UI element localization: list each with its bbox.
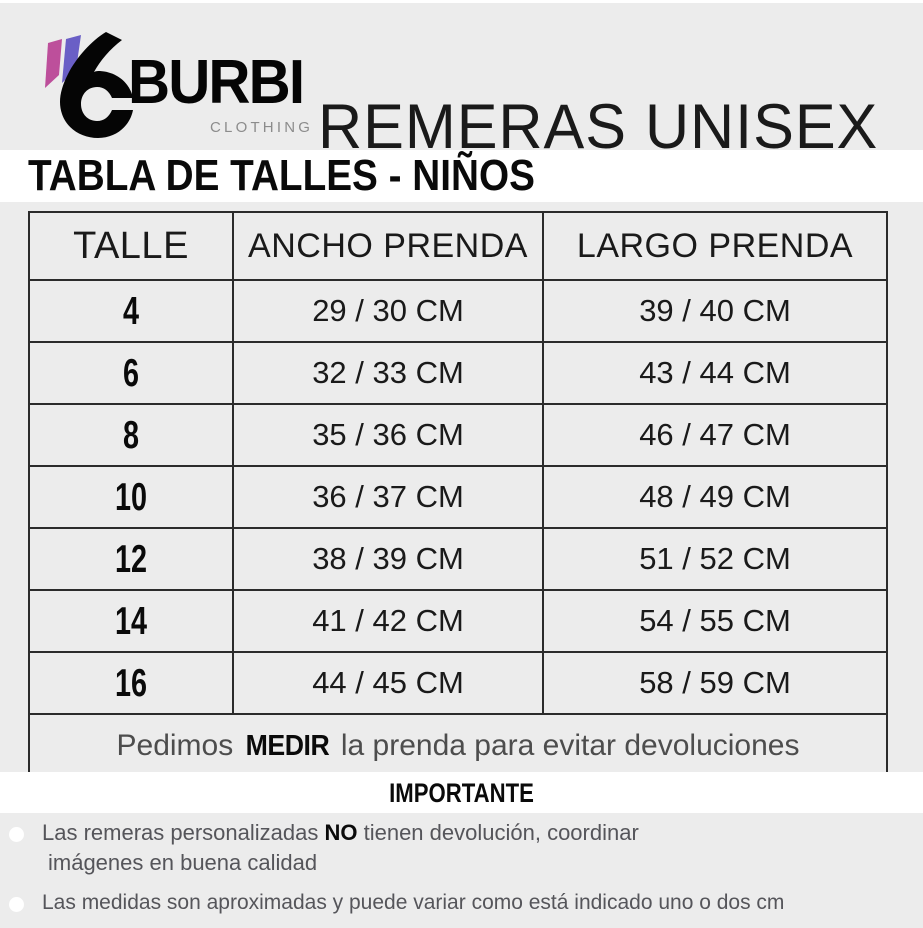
column-header-talle: TALLE: [28, 211, 234, 281]
table-row: 16 44 / 45 CM 58 / 59 CM: [28, 651, 888, 715]
cell-ancho-prenda: 29 / 30 CM: [232, 279, 544, 343]
list-item: Las medidas son aproximadas y puede vari…: [0, 888, 923, 918]
cell-largo-prenda: 48 / 49 CM: [542, 465, 888, 529]
page-header: BURBI CLOTHING REMERAS UNISEX: [0, 22, 923, 159]
bullet-dot-icon: [9, 897, 24, 912]
cell-ancho-prenda: 44 / 45 CM: [232, 651, 544, 715]
top-white-sliver: [0, 0, 923, 3]
subtitle-band: [0, 150, 923, 202]
page-subtitle: TABLA DE TALLES - NIÑOS: [28, 151, 535, 200]
cell-ancho-prenda: 35 / 36 CM: [232, 403, 544, 467]
table-row: 10 36 / 37 CM 48 / 49 CM: [28, 465, 888, 529]
important-bullet-list: Las remeras personalizadas NO tienen dev…: [0, 818, 923, 928]
table-footer-row: Pedimos MEDIR la prenda para evitar devo…: [28, 713, 888, 779]
cell-ancho-prenda: 41 / 42 CM: [232, 589, 544, 653]
table-row: 8 35 / 36 CM 46 / 47 CM: [28, 403, 888, 467]
cell-talle: 12: [28, 527, 234, 591]
column-header-ancho-prenda: ANCHO PRENDA: [232, 211, 544, 281]
cell-ancho-prenda: 36 / 37 CM: [232, 465, 544, 529]
table-row: 14 41 / 42 CM 54 / 55 CM: [28, 589, 888, 653]
cell-largo-prenda: 39 / 40 CM: [542, 279, 888, 343]
brand-tagline: CLOTHING: [210, 119, 314, 136]
cell-talle: 8: [28, 403, 234, 467]
size-table: TALLE ANCHO PRENDA LARGO PRENDA 4 29 / 30 CM…: [28, 211, 888, 779]
cell-largo-prenda: 46 / 47 CM: [542, 403, 888, 467]
page-title: REMERAS UNISEX: [318, 92, 879, 162]
table-row: 12 38 / 39 CM 51 / 52 CM: [28, 527, 888, 591]
bullet-dot-icon: [9, 827, 24, 842]
cell-largo-prenda: 58 / 59 CM: [542, 651, 888, 715]
burbi-b6-logomark-icon: [32, 30, 140, 140]
cell-largo-prenda: 43 / 44 CM: [542, 341, 888, 405]
cell-largo-prenda: 51 / 52 CM: [542, 527, 888, 591]
brand-logo: BURBI CLOTHING: [32, 30, 310, 148]
cell-ancho-prenda: 38 / 39 CM: [232, 527, 544, 591]
list-item: Las remeras personalizadas NO tienen dev…: [0, 818, 923, 878]
size-table-wrapper: TALLE ANCHO PRENDA LARGO PRENDA 4 29 / 30 CM…: [28, 211, 888, 779]
cell-largo-prenda: 54 / 55 CM: [542, 589, 888, 653]
table-header-row: TALLE ANCHO PRENDA LARGO PRENDA: [28, 211, 888, 281]
table-row: 4 29 / 30 CM 39 / 40 CM: [28, 279, 888, 343]
cell-ancho-prenda: 32 / 33 CM: [232, 341, 544, 405]
cell-talle: 14: [28, 589, 234, 653]
column-header-largo-prenda: LARGO PRENDA: [542, 211, 888, 281]
list-item-text: Las medidas son aproximadas y puede vari…: [42, 891, 785, 914]
cell-talle: 10: [28, 465, 234, 529]
cell-talle: 6: [28, 341, 234, 405]
important-heading: IMPORTANTE: [389, 778, 534, 808]
list-item-text: Las remeras personalizadas NO tienen dev…: [42, 820, 639, 875]
important-band: [0, 772, 923, 813]
brand-name: BURBI: [128, 48, 305, 117]
cell-talle: 16: [28, 651, 234, 715]
table-row: 6 32 / 33 CM 43 / 44 CM: [28, 341, 888, 405]
cell-talle: 4: [28, 279, 234, 343]
measure-note: Pedimos MEDIR la prenda para evitar devo…: [28, 713, 888, 779]
